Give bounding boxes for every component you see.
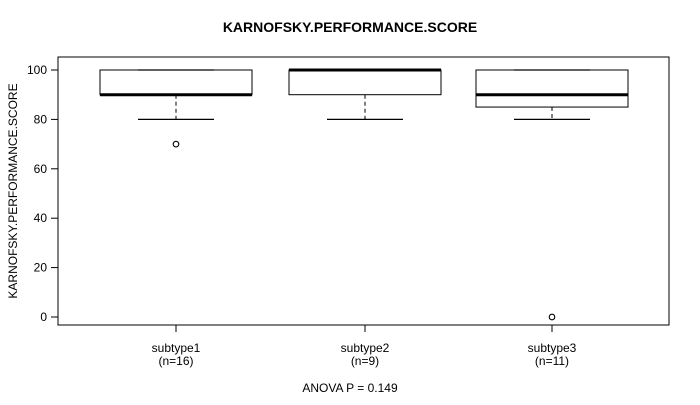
boxplot-subtype3: [475, 69, 629, 321]
y-tick-label: 80: [34, 112, 48, 126]
y-tick-label: 60: [34, 162, 48, 176]
outlier-point: [172, 140, 180, 148]
x-group-sublabel: (n=16): [158, 354, 193, 368]
outlier-point: [548, 313, 556, 321]
x-group-label: subtype1: [152, 341, 201, 355]
iqr-box: [475, 69, 629, 108]
y-axis-label: KARNOFSKY.PERFORMANCE.SCORE: [6, 83, 20, 298]
anova-annotation: ANOVA P = 0.149: [302, 381, 398, 395]
y-tick-label: 20: [34, 261, 48, 275]
iqr-box: [288, 69, 442, 96]
y-tick-label: 0: [40, 310, 47, 324]
chart-title: KARNOFSKY.PERFORMANCE.SCORE: [223, 19, 477, 35]
boxplot-subtype1: [99, 69, 253, 148]
plot-border: [57, 56, 670, 326]
x-group-sublabel: (n=11): [535, 354, 569, 368]
plot-area: 0 20 40 60 80 100 subtype1(n=16) subtype2(n=9) s…: [27, 56, 670, 368]
y-tick-label: 40: [34, 211, 48, 225]
x-group-label: subtype3: [528, 341, 577, 355]
x-group-sublabel: (n=9): [351, 354, 379, 368]
boxplot-subtype2: [288, 68, 442, 121]
iqr-box: [99, 69, 253, 96]
y-tick-label: 100: [27, 63, 47, 77]
x-group-label: subtype2: [341, 341, 390, 355]
